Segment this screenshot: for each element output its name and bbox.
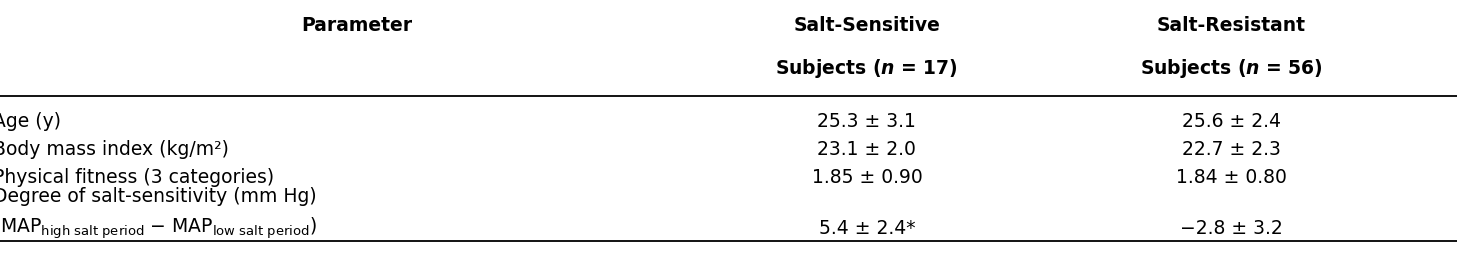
Text: Age (y): Age (y) [0,112,61,131]
Text: Parameter: Parameter [302,16,412,35]
Text: 5.4 ± 2.4*: 5.4 ± 2.4* [819,219,915,238]
Text: −2.8 ± 3.2: −2.8 ± 3.2 [1180,219,1282,238]
Text: 25.6 ± 2.4: 25.6 ± 2.4 [1182,112,1281,131]
Text: Salt-Sensitive: Salt-Sensitive [794,16,940,35]
Text: Subjects ($\bfit{n}$ = 56): Subjects ($\bfit{n}$ = 56) [1139,57,1323,80]
Text: Subjects ($\bfit{n}$ = 17): Subjects ($\bfit{n}$ = 17) [775,57,959,80]
Text: 23.1 ± 2.0: 23.1 ± 2.0 [817,140,916,159]
Text: Salt-Resistant: Salt-Resistant [1157,16,1305,35]
Text: Physical fitness (3 categories): Physical fitness (3 categories) [0,168,274,187]
Text: 1.85 ± 0.90: 1.85 ± 0.90 [812,168,922,187]
Text: 22.7 ± 2.3: 22.7 ± 2.3 [1182,140,1281,159]
Text: Degree of salt-sensitivity (mm Hg): Degree of salt-sensitivity (mm Hg) [0,187,316,207]
Text: 1.84 ± 0.80: 1.84 ± 0.80 [1176,168,1287,187]
Text: Body mass index (kg/m²): Body mass index (kg/m²) [0,140,229,159]
Text: (MAP$_{\rm high\ salt\ period}$ $-$ MAP$_{\rm low\ salt\ period}$): (MAP$_{\rm high\ salt\ period}$ $-$ MAP$… [0,215,316,241]
Text: 25.3 ± 3.1: 25.3 ± 3.1 [817,112,916,131]
